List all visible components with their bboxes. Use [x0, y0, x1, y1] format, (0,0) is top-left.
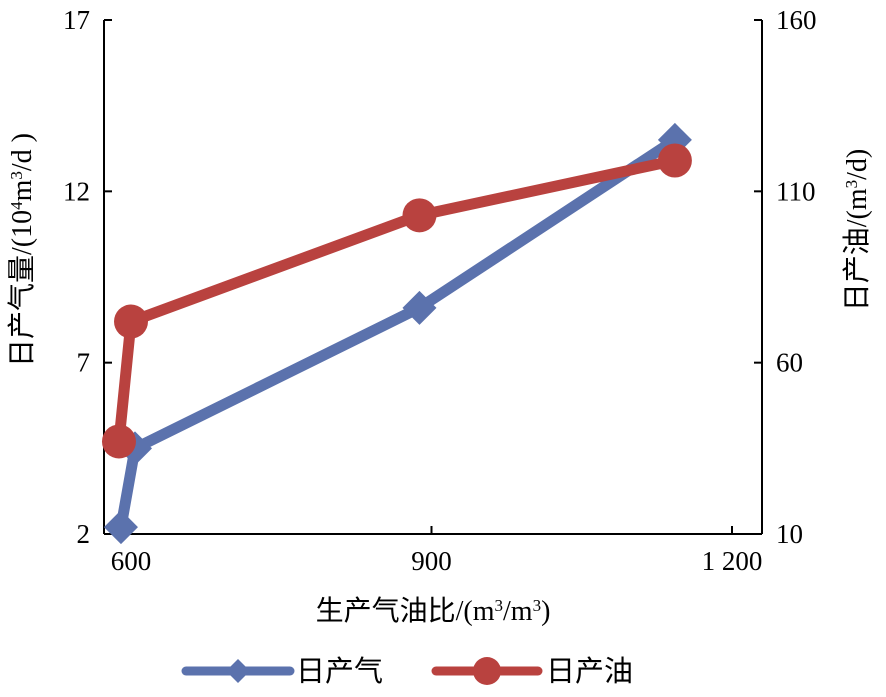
data-point-daily-oil	[402, 198, 437, 233]
label-part: )	[541, 596, 550, 627]
data-point-daily-gas	[103, 510, 138, 545]
x-tick-label: 600	[111, 546, 152, 576]
data-point-daily-oil	[657, 143, 692, 178]
x-axis-title: 生产气油比/(m3/m3)	[316, 595, 551, 627]
label-part: 日产气量/(10	[6, 210, 38, 367]
axes-layer	[103, 19, 763, 535]
superscript: 4	[7, 201, 26, 210]
y-right-tick-label: 60	[776, 348, 803, 378]
label-part: 生产气油比/(m	[316, 595, 495, 627]
legend-label-daily-oil: 日产油	[546, 655, 633, 688]
series-layer	[101, 122, 692, 545]
y-right-tick-label: 110	[776, 176, 816, 206]
legend-marker-daily-oil	[473, 657, 501, 685]
label-part: /d)	[842, 149, 873, 180]
label-part: /d )	[7, 133, 38, 171]
series-line-daily-oil	[113, 154, 681, 447]
data-point-daily-gas	[402, 290, 437, 325]
y-right-axis-title: 日产油/(m3/d)	[841, 149, 873, 312]
label-part: /m	[503, 596, 533, 627]
y-left-tick-label: 2	[77, 519, 91, 549]
x-tick-label: 900	[411, 546, 452, 576]
data-point-daily-oil	[114, 304, 148, 339]
y-right-tick-label: 160	[776, 5, 817, 35]
y-left-tick-label: 7	[77, 348, 91, 378]
superscript: 3	[842, 180, 861, 189]
superscript: 3	[7, 171, 26, 180]
series-line-daily-gas	[115, 134, 681, 533]
y-right-tick-label: 10	[776, 519, 803, 549]
legend-label-daily-gas: 日产气	[296, 655, 383, 688]
y-left-tick-label: 12	[63, 176, 90, 206]
label-part: 日产油/(m	[841, 188, 873, 311]
legend-marker-daily-gas	[226, 659, 250, 683]
label-part: m	[7, 179, 38, 201]
superscript: 3	[495, 596, 504, 615]
legend: 日产气 日产油	[181, 655, 633, 688]
data-point-daily-oil	[101, 424, 136, 459]
x-tick-label: 1 200	[702, 546, 763, 576]
superscript: 3	[533, 596, 542, 615]
y-left-tick-label: 17	[63, 5, 90, 35]
y-left-axis-title: 日产气量/(104m3/d )	[6, 133, 38, 367]
